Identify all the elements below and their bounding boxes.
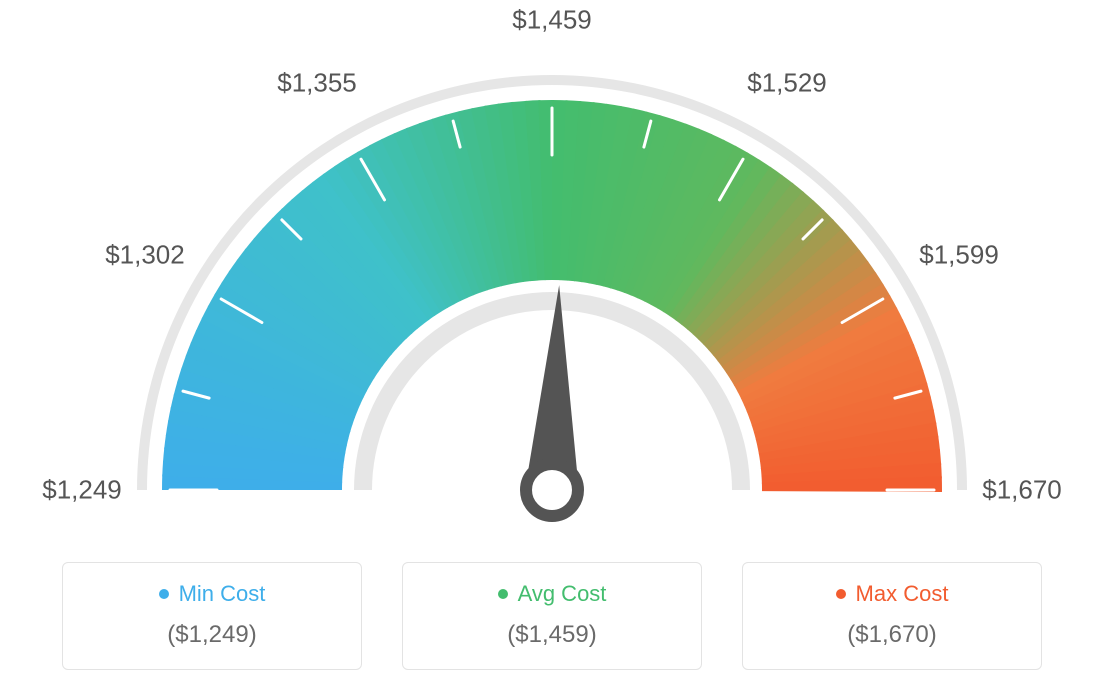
- legend-value-avg: ($1,459): [413, 621, 691, 649]
- gauge-tick-label: $1,670: [982, 475, 1062, 506]
- legend-title-max: Max Cost: [836, 581, 949, 607]
- legend-card-avg: Avg Cost ($1,459): [402, 562, 702, 670]
- legend-dot-min: [159, 589, 169, 599]
- gauge-tick-label: $1,459: [512, 5, 592, 36]
- gauge-chart: $1,249 $1,302 $1,355 $1,459 $1,529 $1,599 $1,6…: [0, 0, 1104, 560]
- gauge-tick-label: $1,355: [277, 67, 357, 98]
- legend-card-max: Max Cost ($1,670): [742, 562, 1042, 670]
- legend-title-min: Min Cost: [159, 581, 266, 607]
- legend-title-text: Max Cost: [856, 581, 949, 607]
- legend-dot-avg: [498, 589, 508, 599]
- legend-value-max: ($1,670): [753, 621, 1031, 649]
- legend-title-text: Min Cost: [179, 581, 266, 607]
- legend-row: Min Cost ($1,249) Avg Cost ($1,459) Max …: [0, 562, 1104, 670]
- gauge-svg: [0, 0, 1104, 560]
- legend-title-text: Avg Cost: [518, 581, 607, 607]
- legend-title-avg: Avg Cost: [498, 581, 607, 607]
- legend-value-min: ($1,249): [73, 621, 351, 649]
- gauge-tick-label: $1,599: [919, 240, 999, 271]
- gauge-tick-label: $1,529: [747, 67, 827, 98]
- legend-dot-max: [836, 589, 846, 599]
- legend-card-min: Min Cost ($1,249): [62, 562, 362, 670]
- gauge-tick-label: $1,302: [105, 240, 185, 271]
- gauge-tick-label: $1,249: [42, 475, 122, 506]
